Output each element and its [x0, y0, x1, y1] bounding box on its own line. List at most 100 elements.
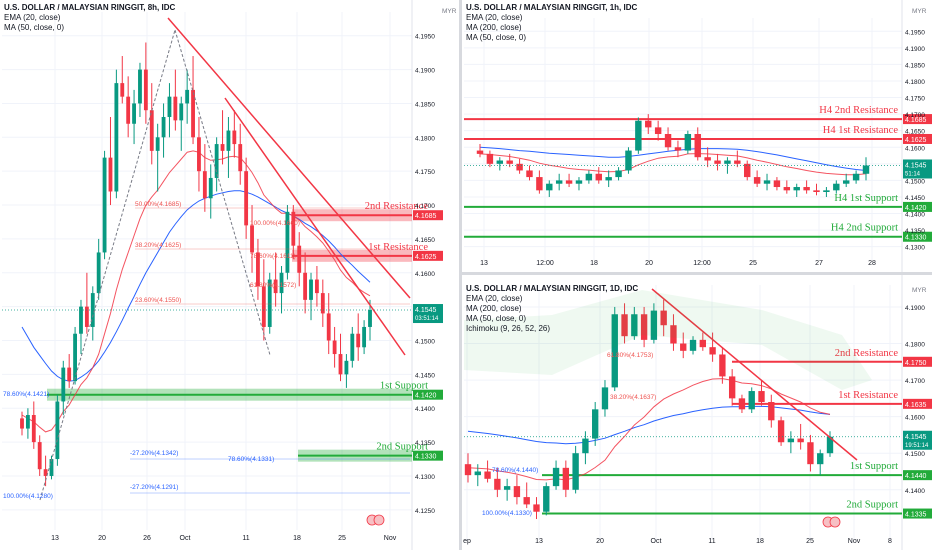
level-price-tag-label: 4.1335 [905, 512, 927, 519]
event-flag-icon [829, 516, 841, 528]
indicator-ma200-1h: MA (200, close) [466, 23, 522, 32]
candle-body [476, 150, 484, 154]
fib-level-label: 38.20%(4.1637) [610, 394, 656, 401]
price-axis-tick: 4.1600 [905, 415, 925, 422]
level-price-tag-label: 4.1420 [905, 205, 927, 212]
time-axis-tick: 13 [51, 535, 59, 542]
fib-level-label: 23.60%(4.1550) [135, 297, 181, 304]
price-axis-tick: 4.1600 [905, 145, 925, 152]
candle-body [595, 173, 602, 181]
candle-body [611, 314, 618, 388]
time-axis-tick: 27 [815, 260, 823, 267]
price-axis-tick: 4.1650 [905, 129, 925, 136]
event-flag-icon [373, 514, 385, 526]
fib-level-label: -27.20%(4.1342) [130, 450, 178, 457]
price-axis-tick: 4.1350 [905, 228, 925, 235]
level-label: 1st Support [380, 381, 428, 392]
price-axis-tick: 4.1700 [905, 112, 925, 119]
price-axis-tick: 4.1350 [415, 440, 435, 447]
candle-body [350, 333, 355, 361]
time-axis-tick: 13 [535, 538, 543, 545]
trendline [651, 288, 858, 461]
candle-body [503, 486, 511, 490]
candle-body [852, 173, 860, 181]
ichimoku-cloud [464, 290, 872, 390]
candle-body [763, 180, 771, 184]
candle-body [640, 314, 648, 340]
candle-body [303, 272, 308, 300]
candle-body [79, 306, 83, 334]
candle-body [631, 314, 638, 337]
panel-divider-horizontal[interactable] [462, 272, 932, 275]
level-price-tag [903, 508, 932, 519]
candle-body [326, 313, 331, 341]
level-price-tag-label: 4.1635 [905, 402, 927, 409]
level-price-tag-label: 4.1685 [905, 117, 927, 124]
candle-body [585, 173, 593, 181]
fib-level-label: 78.60%(4.1421) [3, 391, 49, 398]
currency-label-1d: MYR [912, 287, 927, 294]
candle-body [533, 504, 540, 512]
legend-1d: U.S. DOLLAR / MALAYSIAN RINGGIT, 1D, IDC… [466, 284, 638, 334]
level-label: 1st Resistance [838, 390, 898, 401]
price-axis-tick: 4.1500 [415, 339, 435, 346]
candle-body [842, 180, 850, 184]
price-axis-tick: 4.1950 [415, 34, 435, 41]
price-axis-tick: 4.1800 [905, 342, 925, 349]
candle-body [49, 459, 54, 476]
candle-body [562, 467, 570, 490]
candle-body [813, 190, 820, 192]
candle-body [155, 137, 160, 151]
fib-connector [174, 29, 271, 356]
candle-body [714, 160, 721, 164]
level-label: H4 2nd Resistance [819, 105, 898, 116]
candle-body [55, 401, 60, 460]
level-label: 2nd Support [376, 442, 428, 453]
candle-body [758, 391, 765, 403]
chart-1d-svg[interactable]: 2nd Resistance 4.1750 1st Resistance 4.1635… [462, 275, 932, 550]
ma-line [479, 146, 867, 171]
time-axis-tick: 26 [143, 535, 151, 542]
indicator-ma200-1d: MA (200, close) [466, 304, 522, 313]
candle-body [601, 387, 609, 410]
countdown-value: 19:51:14 [905, 443, 929, 449]
price-axis-tick: 4.1500 [905, 178, 925, 185]
fib-level-label: 78.60%(4.1611) [250, 253, 296, 260]
candle-body [279, 272, 284, 294]
candle-body [654, 127, 662, 134]
candle-body [464, 464, 472, 476]
chart-title-8h: U.S. DOLLAR / MALAYSIAN RINGGIT, 8h, IDC [4, 3, 176, 12]
candle-body [777, 420, 785, 443]
price-axis-tick: 4.1700 [415, 203, 435, 210]
level-price-tag-label: 4.1420 [415, 393, 437, 400]
chart-panel-8h[interactable]: 2nd Resistance 4.1685 1st Resistance 4.1625… [0, 0, 459, 550]
level-label: 1st Resistance [368, 242, 428, 253]
panel-divider-vertical[interactable] [459, 0, 462, 550]
time-axis-tick: Oct [651, 538, 662, 545]
level-price-tag [903, 133, 932, 144]
price-axis-tick: 4.1500 [905, 451, 925, 458]
fib-level-label: 38.20%(4.1625) [135, 242, 181, 249]
candle-body [793, 187, 800, 191]
chart-1h-svg[interactable]: H4 2nd Resistance 4.1685 H4 1st Resistance… [462, 0, 932, 272]
last-price-tag [413, 304, 443, 324]
chart-panel-1d[interactable]: 2nd Resistance 4.1750 1st Resistance 4.1635… [462, 275, 932, 550]
candle-body [748, 391, 755, 410]
candle-body [615, 170, 622, 178]
candle-body [138, 69, 142, 104]
candle-body [625, 150, 632, 171]
candle-body [320, 293, 325, 314]
price-axis-tick: 4.1300 [415, 474, 435, 481]
candle-body [114, 83, 119, 192]
level-price-tag [413, 389, 443, 400]
level-label: 2nd Resistance [835, 348, 899, 359]
candle-body [232, 130, 237, 145]
chart-panel-1h[interactable]: H4 2nd Resistance 4.1685 H4 1st Resistance… [462, 0, 932, 272]
candle-body [621, 314, 628, 337]
candle-body [768, 402, 775, 421]
candle-body [267, 279, 272, 327]
candle-body [202, 171, 207, 199]
level-price-tag-label: 4.1625 [415, 254, 437, 261]
